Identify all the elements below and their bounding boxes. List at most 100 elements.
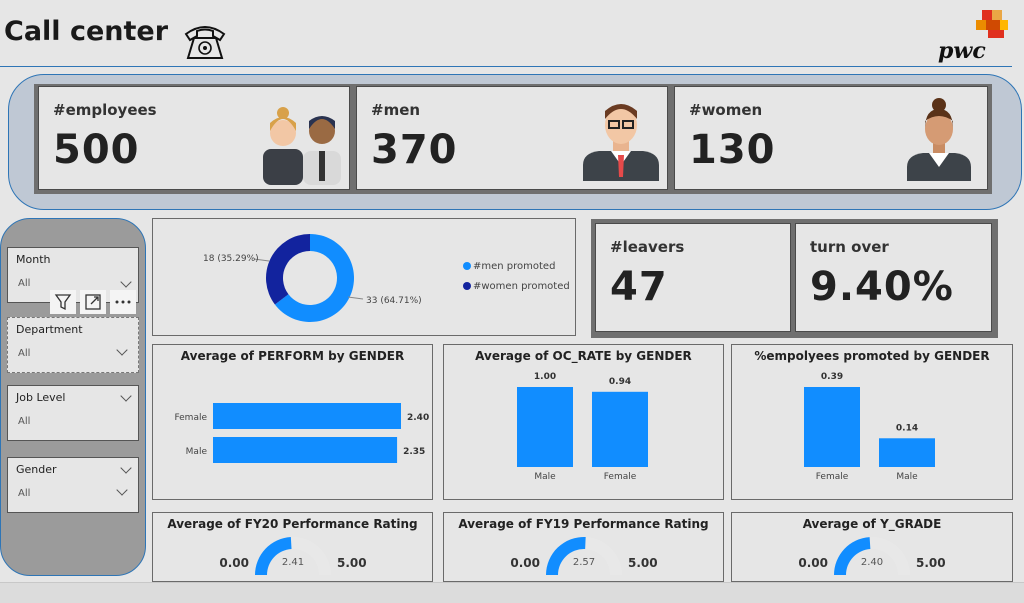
focus-mode-icon[interactable] <box>80 290 106 314</box>
slicer-job-level[interactable]: Job Level All <box>7 385 139 441</box>
chart-title: Average of OC_RATE by GENDER <box>475 349 692 363</box>
category-label: Male <box>896 472 918 482</box>
woman-icon <box>907 98 971 181</box>
chevron-down-icon[interactable] <box>116 484 128 496</box>
chevron-down-icon[interactable] <box>120 390 132 402</box>
chevron-down-icon[interactable] <box>120 276 132 288</box>
fy19-gauge[interactable]: 2.57 0.00 5.00 <box>444 513 725 583</box>
gauge-fill <box>834 537 871 575</box>
leader-line <box>253 258 270 262</box>
slicer-panel: Month All Department All Job Level All G… <box>0 218 146 576</box>
slicer-label: Job Level <box>16 391 66 404</box>
gauge-fill <box>255 537 292 575</box>
status-bar <box>0 582 1024 603</box>
more-options-icon[interactable] <box>110 290 136 314</box>
kpi-card-men[interactable]: #men 370 <box>356 86 668 190</box>
fy19-gauge-panel[interactable]: Average of FY19 Performance Rating 2.57 0… <box>443 512 724 582</box>
bar <box>592 391 648 467</box>
bar <box>879 438 935 467</box>
gauge-min: 0.00 <box>219 556 249 570</box>
slicer-value: All <box>18 348 31 359</box>
kpi-label: #employees <box>53 101 157 119</box>
bar <box>517 387 573 467</box>
fy20-gauge-panel[interactable]: Average of FY20 Performance Rating 2.41 0… <box>152 512 433 582</box>
kpi-card-turnover[interactable]: turn over 9.40% <box>795 223 992 332</box>
data-label: 1.00 <box>534 372 556 382</box>
pwc-logo: pwc <box>936 8 1012 66</box>
filter-icon[interactable] <box>50 290 76 314</box>
kpi-label: #men <box>371 101 421 119</box>
kpi-label: #leavers <box>610 238 685 256</box>
ygrade-gauge-panel[interactable]: Average of Y_GRADE 2.40 0.00 5.00 <box>731 512 1013 582</box>
slicer-department[interactable]: Department All <box>7 317 139 373</box>
slicer-label: Month <box>16 253 51 266</box>
chart-title: Average of PERFORM by GENDER <box>180 349 405 363</box>
data-label: 0.94 <box>609 377 631 387</box>
chart-title: Average of FY20 Performance Rating <box>167 517 418 531</box>
promoted-chart-panel[interactable]: %empolyees promoted by GENDER 0.39 Female… <box>731 344 1013 500</box>
gauge-value: 2.41 <box>282 557 304 568</box>
slicer-value: All <box>18 416 31 427</box>
donut-panel[interactable]: 33 (64.71%) 18 (35.29%) #men promoted #wome… <box>152 218 576 336</box>
kpi-label: turn over <box>810 238 889 256</box>
gauge-max: 5.00 <box>916 556 946 570</box>
ocrate-chart-panel[interactable]: Average of OC_RATE by GENDER 1.00 Male 0.9… <box>443 344 724 500</box>
legend-marker <box>463 282 471 290</box>
bar <box>804 387 860 467</box>
donut-slice <box>266 234 310 305</box>
promoted-bar-chart[interactable]: 0.39 Female 0.14 Male <box>732 345 1014 501</box>
kpi-value: 370 <box>371 127 458 173</box>
kpi-card-women[interactable]: #women 130 <box>674 86 988 190</box>
fy20-gauge[interactable]: 2.41 0.00 5.00 <box>153 513 434 583</box>
category-label: Male <box>186 447 208 457</box>
data-label: 33 (64.71%) <box>366 296 422 306</box>
donut-slice <box>274 234 354 322</box>
ocrate-bar-chart[interactable]: 1.00 Male 0.94 Female <box>444 345 725 501</box>
telephone-icon <box>184 26 226 59</box>
kpi-card-leavers[interactable]: #leavers 47 <box>595 223 791 332</box>
chevron-down-icon[interactable] <box>116 344 128 356</box>
slicer-value: All <box>18 488 31 499</box>
chart-title: %empolyees promoted by GENDER <box>754 349 990 363</box>
gauge-fill <box>546 537 586 575</box>
legend-label: #men promoted <box>473 261 555 272</box>
kpi-value: 500 <box>53 127 140 173</box>
slicer-gender[interactable]: Gender All <box>7 457 139 513</box>
kpi-value: 9.40% <box>810 264 954 310</box>
data-label: 2.40 <box>407 413 429 423</box>
donut-chart[interactable]: 33 (64.71%) 18 (35.29%) #men promoted #wome… <box>153 219 577 337</box>
data-label: 18 (35.29%) <box>203 254 259 264</box>
category-label: Male <box>534 472 556 482</box>
slicer-label: Gender <box>16 463 57 476</box>
bar <box>213 437 398 463</box>
category-label: Female <box>604 472 637 482</box>
header-divider <box>0 66 1012 67</box>
data-label: 0.39 <box>821 372 843 382</box>
chevron-down-icon[interactable] <box>120 462 132 474</box>
visual-header-toolbar <box>50 290 138 314</box>
gauge-value: 2.40 <box>861 557 883 568</box>
ygrade-gauge[interactable]: 2.40 0.00 5.00 <box>732 513 1014 583</box>
legend-marker <box>463 262 471 270</box>
perform-chart-panel[interactable]: Average of PERFORM by GENDER Female 2.40 M… <box>152 344 433 500</box>
gauge-value: 2.57 <box>573 557 595 568</box>
man-icon <box>583 104 659 181</box>
kpi-card-employees[interactable]: #employees 500 <box>38 86 350 190</box>
slicer-value: All <box>18 278 31 289</box>
slicer-label: Department <box>16 323 83 336</box>
category-label: Female <box>174 413 207 423</box>
gauge-min: 0.00 <box>510 556 540 570</box>
gauge-max: 5.00 <box>337 556 367 570</box>
data-label: 0.14 <box>896 423 918 433</box>
kpi-value: 47 <box>610 264 668 310</box>
bar <box>213 403 401 429</box>
kpi-label: #women <box>689 101 763 119</box>
perform-bar-chart[interactable]: Female 2.40 Male 2.35 <box>153 345 434 501</box>
page-title: Call center <box>4 16 169 47</box>
gauge-max: 5.00 <box>628 556 658 570</box>
chart-title: Average of FY19 Performance Rating <box>458 517 709 531</box>
legend-label: #women promoted <box>473 281 570 292</box>
kpi-value: 130 <box>689 127 776 173</box>
category-label: Female <box>816 472 849 482</box>
data-label: 2.35 <box>403 447 425 457</box>
